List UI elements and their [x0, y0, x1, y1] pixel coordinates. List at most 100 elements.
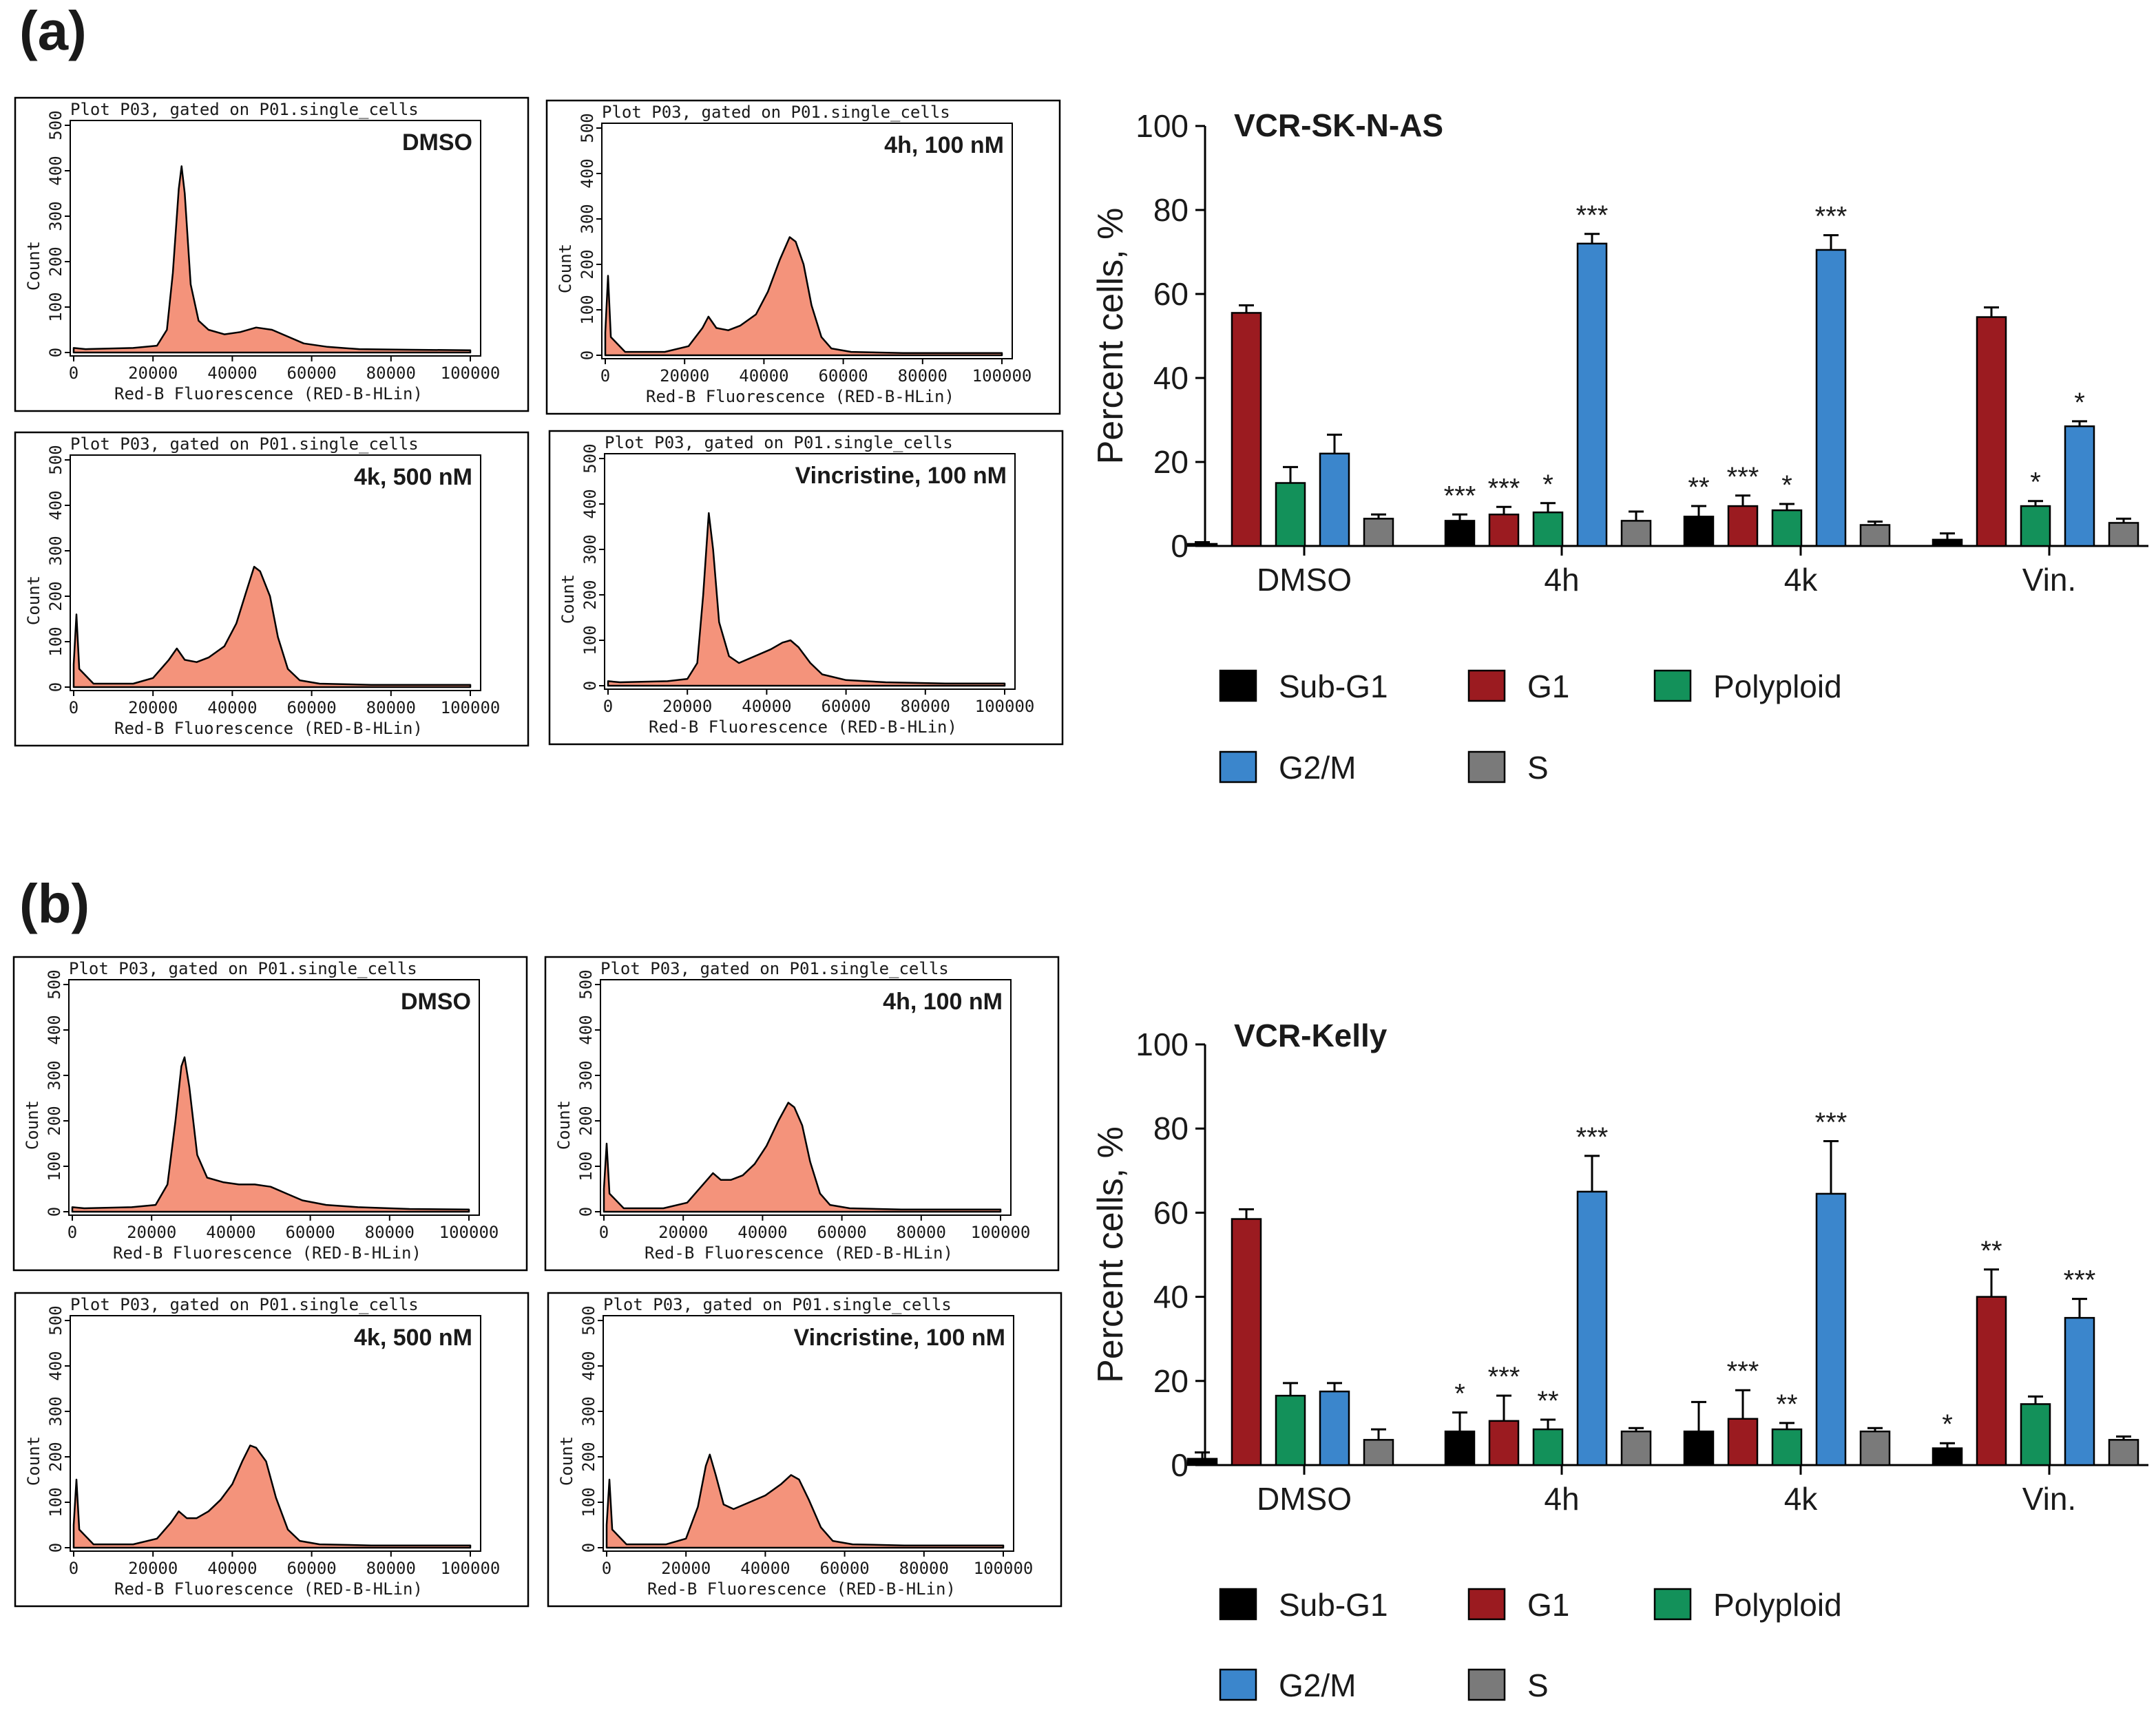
bar: [1444, 520, 1476, 547]
bar: [2020, 1403, 2051, 1466]
histogram-x-tick-label: 100000: [971, 1223, 1031, 1242]
histogram-x-tick-label: 80000: [366, 698, 416, 717]
significance-mark: *: [2074, 388, 2085, 418]
histogram-header: Plot P03, gated on P01.single_cells: [70, 100, 419, 119]
x-tick-label: 4h: [1544, 1481, 1579, 1517]
histogram-x-tick-label: 0: [600, 366, 610, 386]
histogram-y-tick-label: 300: [46, 536, 65, 565]
significance-mark: *: [1454, 1379, 1465, 1409]
legend-label: G1: [1527, 1587, 1569, 1623]
bar: [1231, 312, 1262, 547]
bar: [2064, 425, 2095, 547]
histogram-x-tick-label: 40000: [737, 1223, 787, 1242]
histogram-x-axis-label: Red-B Fluorescence (RED-B-HLin): [114, 719, 423, 738]
histogram-x-tick-label: 80000: [901, 697, 950, 716]
histogram-panel: Plot P03, gated on P01.single_cells 4k, 5…: [14, 1292, 530, 1608]
panel-label-a: (a): [19, 0, 87, 61]
significance-mark: ***: [2064, 1265, 2096, 1296]
bar: [1683, 516, 1715, 547]
significance-mark: *: [1942, 1409, 1953, 1440]
legend-swatch: [1467, 750, 1506, 783]
histogram-header: Plot P03, gated on P01.single_cells: [70, 1295, 419, 1314]
histogram-y-tick-label: 100: [579, 1487, 598, 1517]
histogram-plot-area: [68, 979, 480, 1216]
histogram-y-tick-label: 200: [45, 1106, 64, 1135]
bar: [1771, 509, 1803, 547]
x-tick-label: DMSO: [1257, 562, 1352, 598]
histogram-x-tick-label: 80000: [366, 364, 416, 383]
bar: [1576, 1190, 1608, 1466]
bar: [1532, 511, 1564, 547]
legend-swatch: [1219, 1588, 1257, 1621]
histogram-y-tick-label: 500: [579, 1305, 598, 1335]
histogram-x-tick-label: 0: [67, 1223, 77, 1242]
histogram-y-tick-label: 0: [580, 681, 600, 691]
legend-label: G2/M: [1279, 750, 1356, 786]
bar: [1976, 1296, 2007, 1466]
legend-label: S: [1527, 1667, 1549, 1703]
legend-swatch: [1219, 669, 1257, 702]
histogram-y-axis-label: Count: [556, 244, 575, 293]
legend-swatch: [1653, 1588, 1692, 1621]
histogram-x-tick-label: 0: [69, 364, 79, 383]
histogram-x-tick-label: 20000: [128, 364, 178, 383]
histogram-y-axis-label: Count: [24, 1436, 43, 1486]
bar-chart-b: 0 20 40 60 80 100 Percent cells, % VCR-Kelly DMS…: [1091, 1018, 2148, 1517]
y-tick-label: 40: [1153, 360, 1189, 396]
x-tick-label: Vin.: [2022, 1481, 2076, 1517]
histogram-y-tick-label: 200: [576, 1106, 596, 1135]
legend-b: Sub-G1 G1 Polyploid G2/M S: [1219, 1587, 1842, 1703]
legend-label: Sub-G1: [1279, 669, 1388, 704]
histogram-condition-label: Vincristine, 100 nM: [794, 1325, 1005, 1351]
histogram-x-tick-label: 40000: [740, 1559, 790, 1578]
histogram-y-tick-label: 400: [578, 158, 597, 188]
bar: [1186, 1458, 1218, 1466]
histogram-x-tick-label: 60000: [819, 1559, 869, 1578]
legend-label: S: [1527, 750, 1549, 786]
histogram-y-tick-label: 200: [578, 249, 597, 279]
bar: [2108, 1439, 2139, 1466]
bar: [1683, 1430, 1715, 1466]
legend-swatch: [1467, 1588, 1506, 1621]
legend-swatch: [1219, 1668, 1257, 1701]
bar-charts: 0 20 40 60 80 100 Percent cells, % VCR-SK-N-AS D…: [1091, 107, 2148, 1517]
histogram-x-axis-label: Red-B Fluorescence (RED-B-HLin): [645, 1243, 953, 1263]
histogram-x-axis-label: Red-B Fluorescence (RED-B-HLin): [113, 1243, 421, 1263]
legend-swatch: [1467, 1668, 1506, 1701]
histogram-x-tick-label: 60000: [286, 364, 336, 383]
histogram-plot-area: [70, 1315, 481, 1552]
bar-chart-a: 0 20 40 60 80 100 Percent cells, % VCR-SK-N-AS D…: [1091, 107, 2148, 598]
histogram-panel: Plot P03, gated on P01.single_cells DMSO 0…: [14, 96, 530, 412]
histogram-y-tick-label: 0: [46, 1543, 65, 1553]
histogram-y-axis-label: Count: [24, 241, 43, 291]
bar: [1363, 518, 1394, 547]
histogram-y-tick-label: 500: [578, 113, 597, 143]
histogram-y-tick-label: 300: [578, 204, 597, 233]
bar: [1488, 1420, 1520, 1466]
histogram-x-tick-label: 40000: [207, 364, 257, 383]
histogram-x-tick-label: 40000: [742, 697, 791, 716]
y-tick-label: 20: [1153, 1363, 1189, 1399]
histogram-x-axis-label: Red-B Fluorescence (RED-B-HLin): [647, 1579, 956, 1599]
bar: [1859, 524, 1891, 547]
histogram-y-tick-label: 300: [580, 534, 600, 564]
legends: Sub-G1 G1 Polyploid G2/M S Sub-G1 G1 Polyploid G…: [1219, 669, 1842, 1703]
significance-mark: *: [1542, 470, 1553, 500]
histogram-x-tick-label: 20000: [658, 1223, 708, 1242]
bar: [1771, 1428, 1803, 1466]
histogram-curve: [605, 1453, 1005, 1549]
histogram-frame: [547, 1292, 1063, 1608]
histogram-y-tick-label: 400: [46, 490, 65, 520]
bar: [1319, 1390, 1350, 1466]
histogram-curve: [72, 1444, 472, 1549]
histogram-y-tick-label: 500: [580, 443, 600, 473]
bar: [2064, 1316, 2095, 1466]
histogram-condition-label: 4h, 100 nM: [884, 132, 1004, 158]
histogram-y-tick-label: 500: [576, 969, 596, 999]
histogram-curve: [72, 165, 472, 354]
y-tick-label: 20: [1153, 444, 1189, 480]
histogram-y-tick-label: 0: [45, 1207, 64, 1217]
histogram-y-tick-label: 0: [576, 1207, 596, 1217]
histogram-condition-label: 4k, 500 nM: [354, 1325, 472, 1351]
histogram-x-tick-label: 100000: [975, 697, 1035, 716]
